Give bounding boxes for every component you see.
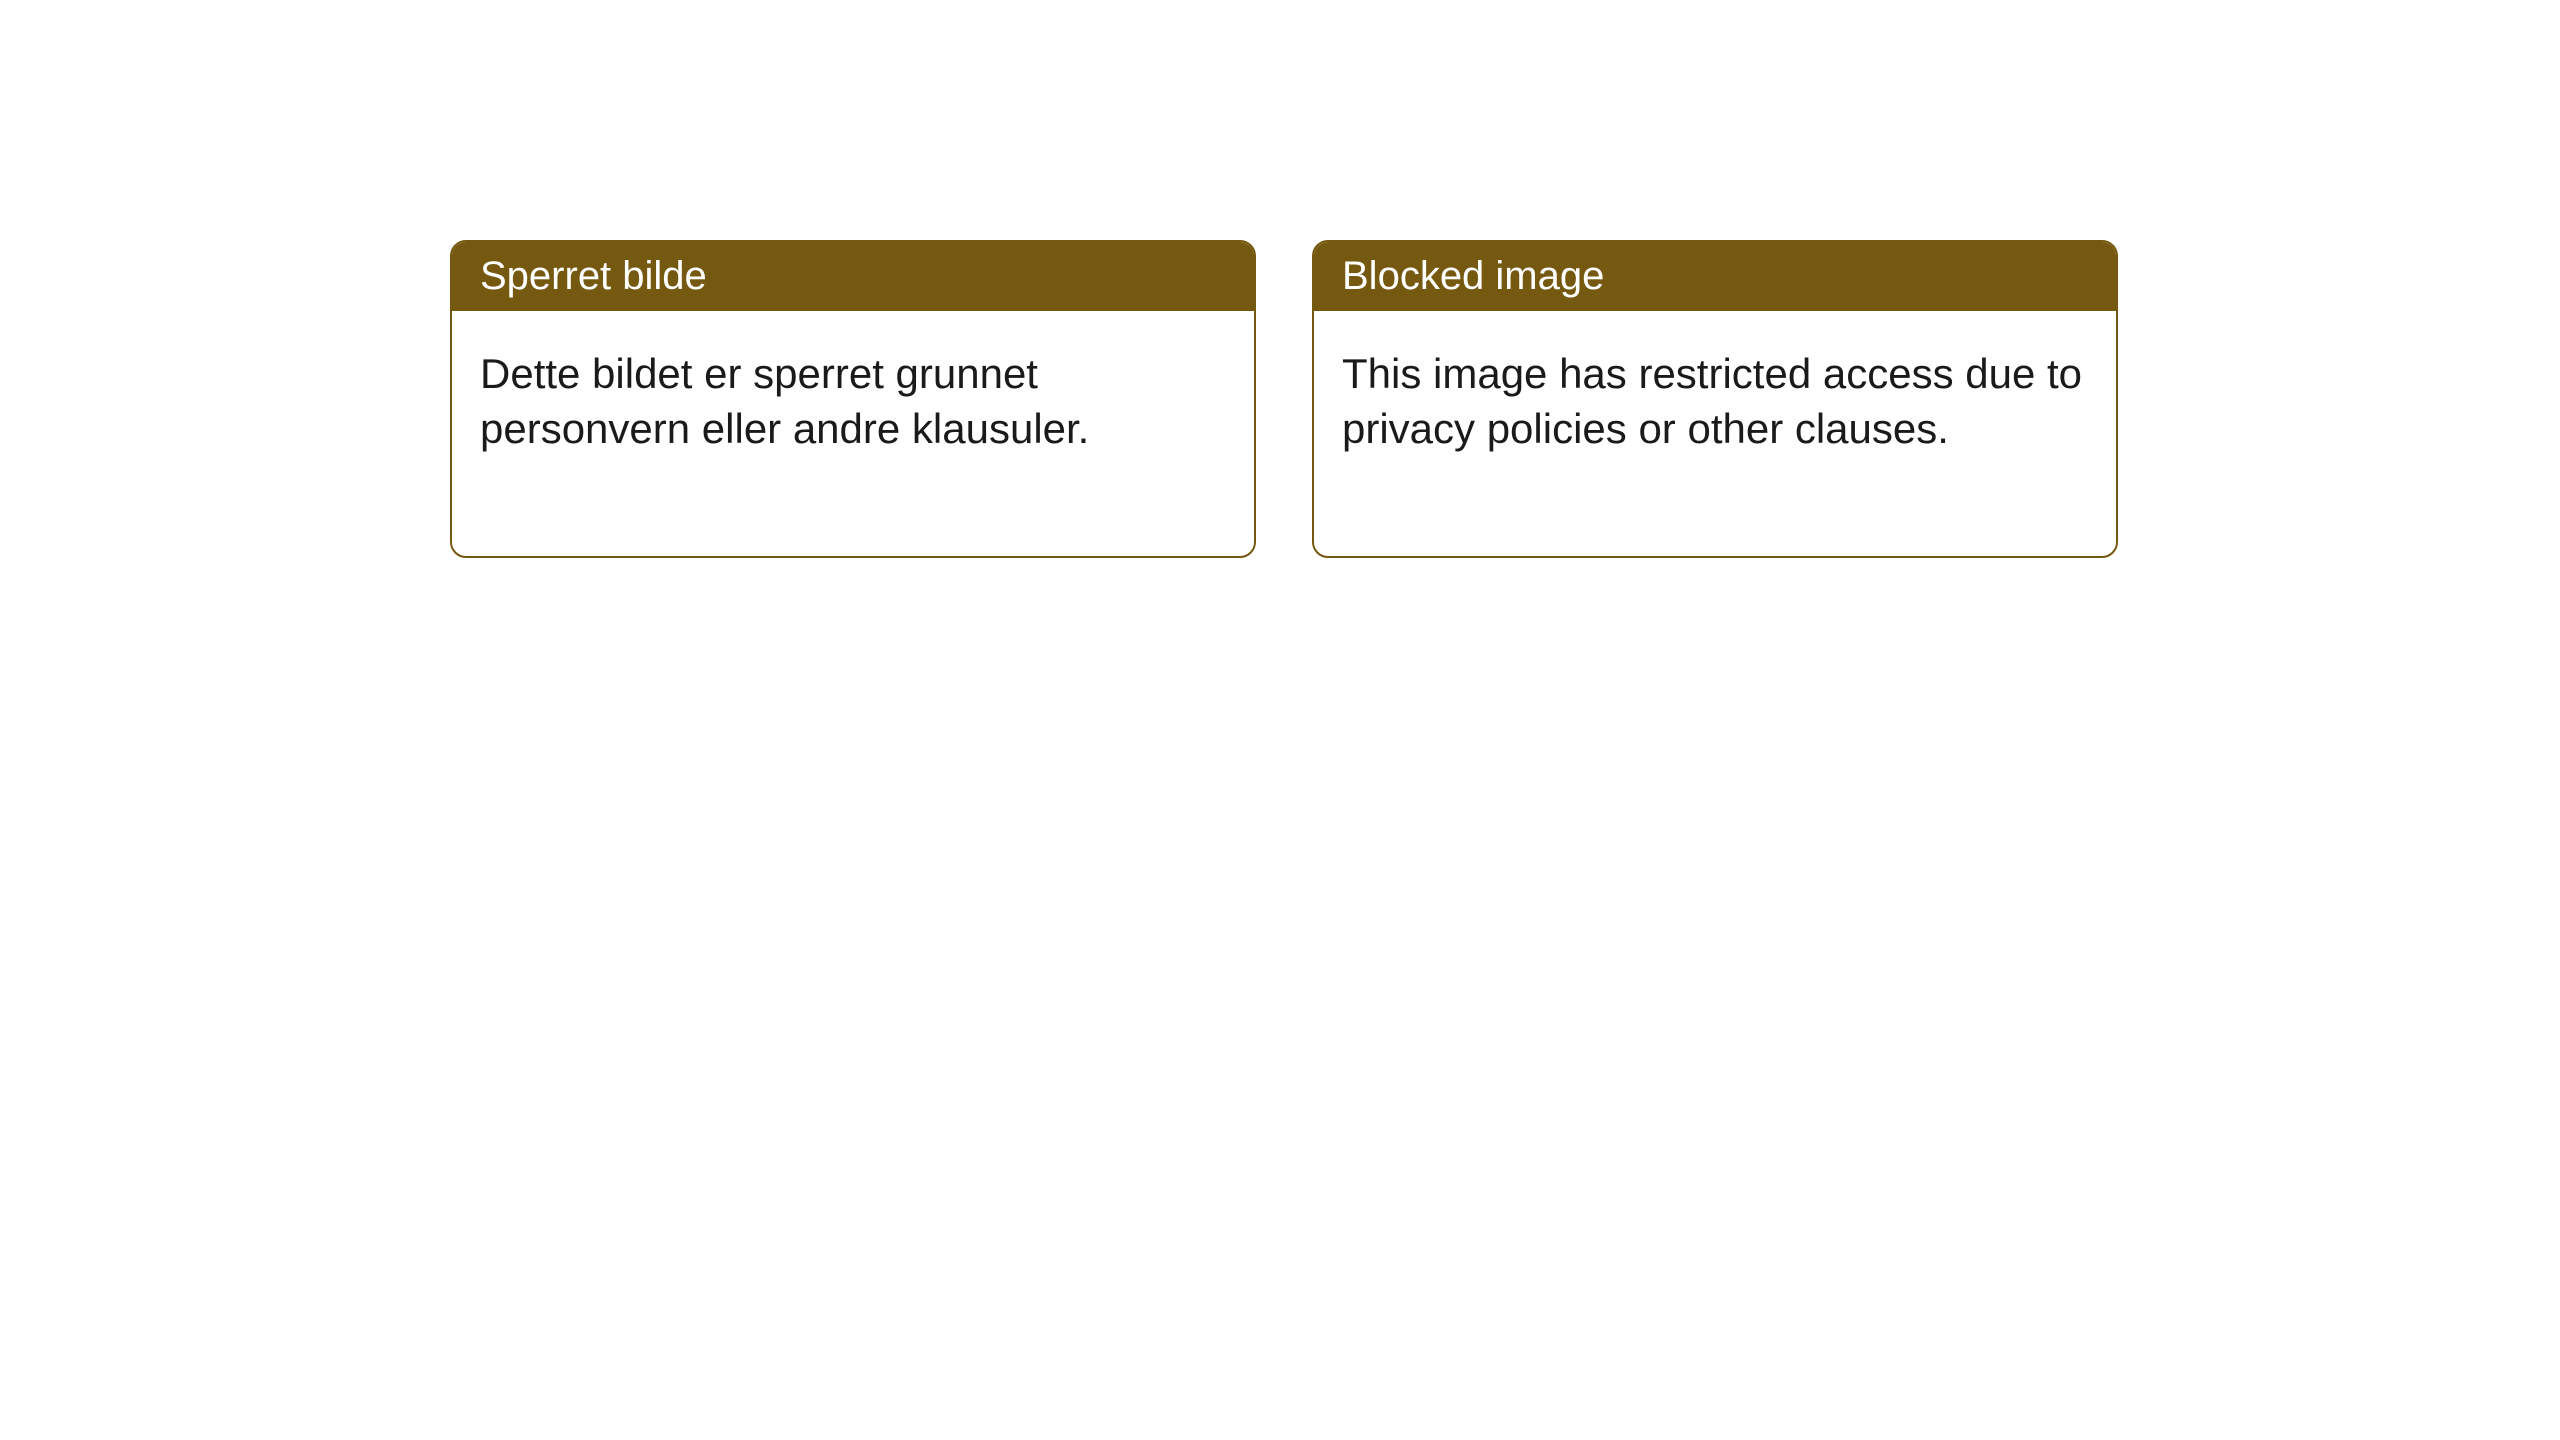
notice-card-en: Blocked image This image has restricted … (1312, 240, 2118, 558)
notice-body: This image has restricted access due to … (1314, 311, 2116, 556)
notice-body: Dette bildet er sperret grunnet personve… (452, 311, 1254, 556)
notice-header: Blocked image (1314, 242, 2116, 311)
notice-card-no: Sperret bilde Dette bildet er sperret gr… (450, 240, 1256, 558)
notice-container: Sperret bilde Dette bildet er sperret gr… (0, 0, 2560, 558)
notice-header: Sperret bilde (452, 242, 1254, 311)
